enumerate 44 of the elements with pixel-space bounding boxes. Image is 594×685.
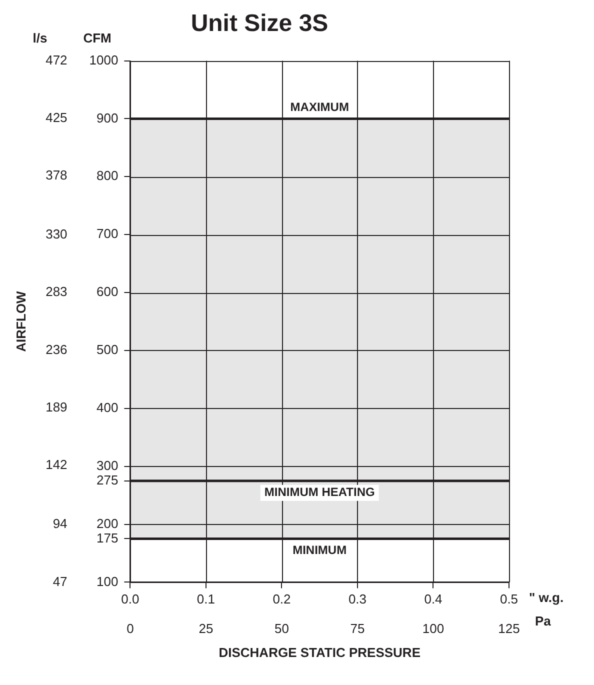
y2-axis-title: AIRFLOW <box>13 290 28 352</box>
text: Pa <box>535 613 552 628</box>
text: " w.g. <box>529 590 564 605</box>
x2-tick-label: 50 <box>274 621 289 636</box>
y2-tick-label: 283 <box>46 284 68 300</box>
x2-tick-label: 75 <box>350 621 365 636</box>
x-tick-label: 0.3 <box>348 592 367 607</box>
x2-tick-label: 25 <box>198 621 214 636</box>
x-tick-label: 0.1 <box>196 592 216 607</box>
series-label: MAXIMUM <box>290 100 349 114</box>
y2-tick-label: 472 <box>46 52 68 68</box>
x-tick-label: 0.2 <box>272 592 291 607</box>
y-tick-label: 900 <box>96 110 118 126</box>
chart-title: Unit Size 3S <box>190 10 328 38</box>
text: l/s <box>32 30 48 46</box>
y-tick-label: 100 <box>96 574 118 589</box>
y-tick-label: 800 <box>96 168 118 184</box>
y-tick-label: 500 <box>96 342 118 358</box>
y-tick-label: 275 <box>96 472 118 488</box>
y2-tick-label: 378 <box>46 168 68 183</box>
y-tick-label: 400 <box>96 400 118 415</box>
y2-tick-label: 330 <box>46 226 68 242</box>
y2-tick-label: 236 <box>46 342 68 357</box>
y2-tick-label: 94 <box>52 516 68 532</box>
y2-tick-label: 425 <box>46 110 68 126</box>
y-tick-label: 1000 <box>89 52 118 68</box>
y-tick-label: 300 <box>96 458 118 473</box>
x2-tick-label: 0 <box>126 621 134 636</box>
y2-tick-label: 189 <box>46 400 68 415</box>
y2-tick-label: 47 <box>52 574 68 589</box>
series-label: MINIMUM HEATING <box>264 485 375 500</box>
x-tick-label: 0.0 <box>121 592 140 607</box>
x2-tick-label: 125 <box>498 621 520 636</box>
series-label: MINIMUM <box>292 543 347 558</box>
y2-tick-label: 142 <box>46 457 68 472</box>
x-tick-label: 0.4 <box>424 592 442 607</box>
text: CFM <box>83 30 112 46</box>
x2-tick-label: 100 <box>422 621 444 636</box>
y-tick-label: 700 <box>96 226 118 242</box>
y-tick-label: 200 <box>96 516 118 531</box>
y-tick-label: 600 <box>96 284 118 300</box>
y-tick-label: 175 <box>96 530 118 546</box>
x-tick-label: 0.5 <box>500 592 518 607</box>
x-axis-title: DISCHARGE STATIC PRESSURE <box>218 644 421 660</box>
